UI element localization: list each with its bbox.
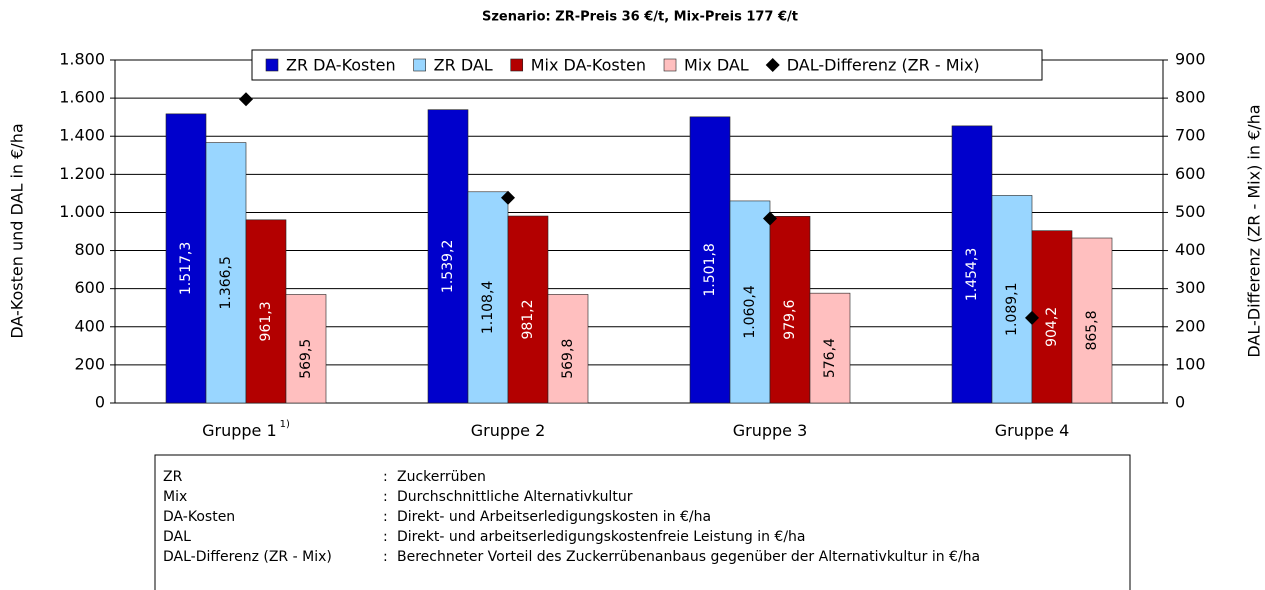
y2-tick-label: 100 [1175, 354, 1206, 373]
y2-tick-label: 800 [1175, 88, 1206, 107]
y2-tick-label: 600 [1175, 164, 1206, 183]
y2-tick-label: 700 [1175, 126, 1206, 145]
legend-box [251, 49, 1043, 81]
legend-marker [765, 58, 780, 72]
legend-label: ZR DAL [434, 56, 493, 75]
bar [809, 292, 851, 404]
y-axis-label: DA-Kosten und DAL in €/ha [8, 123, 27, 338]
bar [689, 116, 731, 404]
x-tick-label: Gruppe 2 [471, 421, 546, 440]
legend-swatch [265, 58, 279, 72]
glossary-description: Berechneter Vorteil des Zuckerrübenanbau… [397, 549, 980, 565]
bar [507, 215, 549, 404]
bar [467, 191, 509, 404]
bar [427, 109, 469, 404]
x-tick-text: Gruppe 1 [202, 421, 277, 440]
y2-tick-label: 300 [1175, 278, 1206, 297]
bar-value-label: 1.089,1 [1004, 283, 1020, 336]
glossary-separator: : [383, 469, 388, 485]
glossary-term: DA-Kosten [163, 509, 235, 525]
diamond-marker [239, 92, 253, 107]
legend-label: ZR DA-Kosten [286, 56, 396, 75]
legend-label: Mix DAL [684, 56, 749, 75]
legend-label: Mix DA-Kosten [531, 56, 646, 75]
bar-value-label: 1.501,8 [702, 243, 718, 296]
glossary-description: Direkt- und Arbeitserledigungskosten in … [397, 509, 711, 525]
bar-value-label: 1.517,3 [178, 242, 194, 295]
y-tick-label: 1.600 [59, 88, 105, 107]
bar [1031, 230, 1073, 404]
y-tick-label: 1.400 [59, 126, 105, 145]
glossary-term: Mix [163, 489, 187, 505]
y-tick-label: 0 [95, 393, 105, 412]
y-tick-label: 400 [74, 316, 105, 335]
bar [285, 294, 327, 404]
bar-value-label: 1.060,4 [742, 285, 758, 339]
x-tick-text: Gruppe 3 [733, 421, 808, 440]
bar [729, 200, 771, 404]
glossary-separator: : [383, 509, 388, 525]
diamond-marker [501, 190, 515, 205]
y-tick-label: 1.000 [59, 202, 105, 221]
glossary-separator: : [383, 549, 388, 565]
bar [547, 294, 589, 404]
legend-swatch [413, 58, 426, 72]
y-tick-label: 1.800 [59, 50, 105, 69]
glossary-term: DAL [163, 529, 191, 545]
glossary-term: DAL-Differenz (ZR - Mix) [163, 549, 332, 565]
glossary-separator: : [383, 489, 388, 505]
bar [769, 216, 811, 404]
y2-tick-label: 200 [1175, 316, 1206, 335]
x-tick-label: Gruppe 4 [995, 421, 1070, 440]
bar-value-label: 865,8 [1084, 310, 1100, 350]
bar-value-label: 979,6 [782, 300, 798, 340]
legend-swatch [510, 58, 524, 72]
bar-value-label: 1.454,3 [964, 248, 980, 301]
diamond-marker [1025, 310, 1039, 325]
y2-tick-label: 0 [1175, 393, 1185, 412]
bar-value-label: 1.108,4 [480, 281, 496, 335]
diamond-marker [763, 211, 777, 226]
bar-value-label: 576,4 [822, 338, 838, 378]
y2-axis-label: DAL-Differenz (ZR - Mix) in €/ha [1245, 104, 1264, 357]
x-tick-label: Gruppe 3 [733, 421, 808, 440]
chart-title: Szenario: ZR-Preis 36 €/t, Mix-Preis 177… [482, 10, 798, 25]
bar [991, 195, 1033, 404]
bar-value-label: 981,2 [520, 299, 536, 339]
bar-value-label: 569,8 [560, 339, 576, 379]
y-tick-label: 1.200 [59, 164, 105, 183]
glossary-separator: : [383, 529, 388, 545]
x-tick-label: Gruppe 1 1) [202, 419, 290, 440]
glossary-description: Zuckerrüben [397, 469, 486, 485]
y-tick-label: 800 [74, 240, 105, 259]
x-tick-superscript: 1) [280, 419, 290, 430]
glossary-box [154, 454, 1131, 590]
x-tick-text: Gruppe 4 [995, 421, 1070, 440]
bar-value-label: 904,2 [1044, 307, 1060, 347]
y2-tick-label: 500 [1175, 202, 1206, 221]
bar [205, 142, 247, 404]
bar [951, 125, 993, 404]
glossary-description: Durchschnittliche Alternativkultur [397, 489, 633, 505]
x-tick-text: Gruppe 2 [471, 421, 546, 440]
glossary-description: Direkt- und arbeitserledigungskostenfrei… [397, 529, 805, 545]
bar-value-label: 569,5 [298, 339, 314, 379]
y2-tick-label: 400 [1175, 240, 1206, 259]
bar-value-label: 1.366,5 [218, 256, 234, 309]
bar [245, 219, 287, 404]
legend-label: DAL-Differenz (ZR - Mix) [787, 56, 980, 75]
bar [1071, 237, 1113, 404]
bar-value-label: 1.539,2 [440, 240, 456, 293]
bar-value-label: 961,3 [258, 301, 274, 341]
bar [165, 113, 207, 404]
y2-tick-label: 900 [1175, 50, 1206, 69]
legend-swatch [663, 58, 677, 72]
glossary-term: ZR [163, 469, 183, 485]
y-tick-label: 600 [74, 278, 105, 297]
y-tick-label: 200 [74, 354, 105, 373]
